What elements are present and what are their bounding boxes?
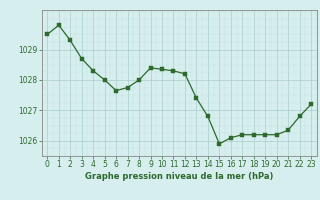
X-axis label: Graphe pression niveau de la mer (hPa): Graphe pression niveau de la mer (hPa) — [85, 172, 273, 181]
